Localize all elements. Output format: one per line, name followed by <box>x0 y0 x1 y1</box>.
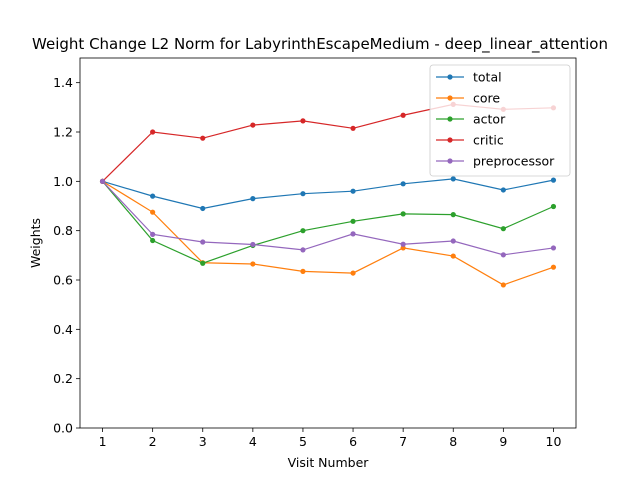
data-point-total <box>450 176 456 182</box>
legend-swatch-marker <box>447 74 453 80</box>
legend-item-critic: critic <box>436 133 504 148</box>
x-tick-label: 8 <box>449 434 457 449</box>
data-point-preprocessor <box>150 231 156 237</box>
data-point-core <box>350 270 356 276</box>
data-point-actor <box>300 228 306 234</box>
legend-box <box>429 64 571 177</box>
legend-item-total: total <box>436 70 502 85</box>
data-point-total <box>250 196 256 202</box>
data-point-core <box>550 264 557 270</box>
legend-label: critic <box>473 133 504 148</box>
x-tick-label: 5 <box>299 434 307 449</box>
data-point-preprocessor <box>200 239 206 245</box>
data-point-actor <box>450 212 456 218</box>
series-line-actor <box>102 180 554 264</box>
y-tick-label: 0.0 <box>53 421 73 436</box>
x-tick-label: 9 <box>499 434 507 449</box>
data-point-actor <box>500 226 506 232</box>
x-axis: 1 2 3 4 5 6 7 8 9 10 <box>99 428 562 449</box>
data-point-actor <box>200 260 206 266</box>
data-point-core <box>500 282 506 288</box>
data-point-preprocessor <box>400 241 406 247</box>
data-point-preprocessor <box>300 247 306 253</box>
legend-swatch-marker <box>447 137 453 143</box>
data-point-total <box>550 177 557 183</box>
y-tick-label: 0.2 <box>53 371 73 386</box>
y-tick-label: 0.4 <box>53 322 73 337</box>
data-point-critic <box>250 122 256 128</box>
data-point-core <box>150 209 156 215</box>
x-tick-label: 7 <box>399 434 407 449</box>
x-tick-label: 2 <box>149 434 157 449</box>
data-point-preprocessor <box>99 178 106 184</box>
data-point-core <box>450 253 456 259</box>
data-point-total <box>200 205 206 212</box>
data-point-total <box>300 191 306 197</box>
data-point-core <box>400 245 406 251</box>
series-line-total <box>102 178 554 210</box>
data-point-preprocessor <box>250 241 256 248</box>
legend-label: total <box>473 70 502 85</box>
data-point-actor <box>150 237 156 244</box>
legend-label: preprocessor <box>473 154 555 169</box>
data-point-preprocessor <box>350 231 356 237</box>
series-line-preprocessor <box>102 180 554 256</box>
data-point-critic <box>300 118 306 124</box>
data-point-critic <box>400 112 406 118</box>
legend-swatch-marker <box>447 95 453 101</box>
chart-title: Weight Change L2 Norm for LabyrinthEscap… <box>32 35 608 54</box>
legend-label: core <box>473 91 500 106</box>
data-point-total <box>350 188 356 194</box>
series-total <box>99 176 557 212</box>
legend-item-core: core <box>436 91 500 106</box>
y-tick-label: 1.4 <box>53 75 73 90</box>
legend-swatch-marker <box>447 116 453 122</box>
legend-swatch-marker <box>447 158 453 164</box>
y-axis-label: Weights <box>28 218 43 268</box>
x-tick-label: 1 <box>99 434 107 449</box>
series-preprocessor <box>99 178 557 258</box>
y-tick-label: 1.2 <box>53 125 73 140</box>
series-core <box>99 178 557 288</box>
data-point-total <box>400 181 406 187</box>
x-tick-label: 6 <box>349 434 357 449</box>
y-tick-label: 0.8 <box>53 223 73 238</box>
y-tick-label: 0.6 <box>53 273 73 288</box>
x-tick-label: 4 <box>249 434 257 449</box>
series-actor <box>99 178 557 266</box>
legend-label: actor <box>473 112 506 127</box>
series-line-core <box>102 180 554 286</box>
data-point-critic <box>350 125 356 131</box>
legend-item-preprocessor: preprocessor <box>436 154 555 169</box>
plot-frame <box>79 57 577 429</box>
data-point-preprocessor <box>450 238 456 244</box>
data-point-preprocessor <box>500 252 506 258</box>
data-point-actor <box>400 211 406 217</box>
data-point-critic <box>200 135 206 141</box>
data-point-total <box>500 187 506 193</box>
y-tick-label: 1.0 <box>53 174 73 189</box>
data-point-preprocessor <box>550 245 557 251</box>
data-point-core <box>300 268 306 274</box>
data-point-actor <box>350 218 356 224</box>
x-axis-label: Visit Number <box>288 455 370 470</box>
legend: total core actor critic preprocessor <box>429 64 571 177</box>
x-tick-label: 10 <box>546 434 562 449</box>
data-point-critic <box>150 129 156 135</box>
x-tick-label: 3 <box>199 434 207 449</box>
data-point-total <box>150 193 156 199</box>
y-axis: 0.0 0.2 0.4 0.6 0.8 1.0 1.2 1.4 <box>53 75 80 436</box>
data-point-actor <box>550 203 557 210</box>
legend-item-actor: actor <box>436 112 506 127</box>
data-point-core <box>250 261 256 267</box>
